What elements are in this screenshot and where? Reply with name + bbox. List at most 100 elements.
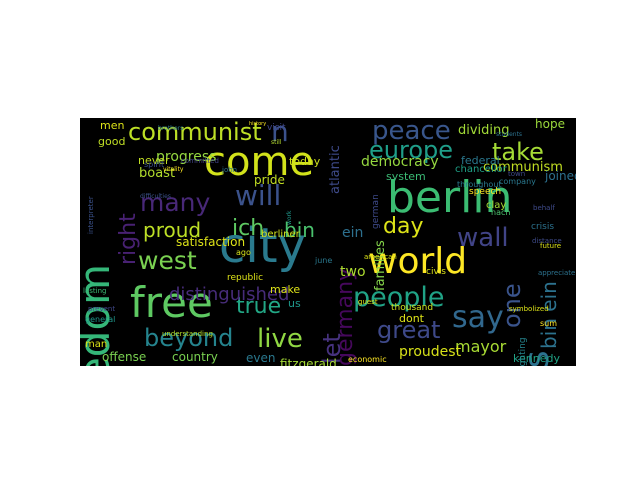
word-bin: bin (284, 218, 315, 242)
word-federal: federal (461, 154, 500, 167)
word-progress: progress (156, 149, 217, 165)
word-never: never (138, 154, 170, 167)
word-company: company (499, 177, 536, 186)
word-communist: communist (128, 118, 262, 146)
word-prevent: prevent (88, 305, 116, 313)
word-true: true (236, 294, 282, 319)
word-take: take (492, 138, 544, 166)
word-two: two (340, 264, 366, 280)
word-live: live (257, 324, 303, 354)
word-distinguished: distinguished (169, 284, 290, 305)
word-general: general (85, 315, 116, 324)
word-n: n (271, 118, 289, 148)
word-guest: guest (358, 298, 378, 306)
word-behalf: behalf (533, 204, 555, 212)
word-wall: wall (457, 223, 509, 253)
word-free: free (130, 278, 213, 327)
word-democracy: democracy (361, 154, 439, 170)
word-today: today (289, 155, 321, 168)
word-lasting: lasting (83, 287, 107, 295)
word-say: say (452, 300, 504, 335)
word-proud: proud (143, 218, 202, 242)
word-system: system (386, 170, 426, 183)
word-europe: europe (369, 136, 453, 164)
word-us: us (288, 297, 301, 310)
word-german: german (371, 194, 381, 229)
word-proudest: proudest (399, 344, 462, 360)
word-nach: nach (491, 208, 511, 217)
word-clay: clay (486, 200, 507, 211)
word-mayor: mayor (455, 337, 507, 356)
word-germany: germany (333, 267, 358, 366)
word-still: still (271, 139, 282, 146)
word-committed: committed (181, 157, 219, 165)
word-john: john (222, 166, 238, 174)
word-american: american (364, 253, 397, 261)
word-work: work (286, 210, 293, 225)
word-bin-ein: bin ein (537, 281, 561, 349)
word-man: man (85, 339, 108, 350)
word-boast: boast (139, 166, 176, 181)
word-republic: republic (227, 273, 264, 283)
word-civis: civis (426, 267, 446, 277)
word-history: history (249, 121, 267, 127)
word-communism: communism (483, 160, 563, 175)
word-dont: dont (399, 312, 424, 325)
word-offense: offense (102, 350, 147, 364)
word-even: even (246, 351, 276, 365)
word-kennedy: kennedy (513, 352, 560, 365)
word-fitzgerald: fitzgerald (280, 357, 337, 366)
word-many: many (140, 188, 211, 217)
word-distance: distance (532, 237, 562, 245)
word-dividing: dividing (458, 123, 510, 138)
word-fighting: fighting (518, 337, 528, 366)
word-town: town (508, 170, 526, 178)
word-symbolized: symbolized (509, 305, 549, 313)
word-future: future (540, 242, 562, 250)
word-country: country (172, 350, 218, 364)
word-great: great (377, 316, 441, 344)
word-vitality: vitality (163, 166, 184, 173)
word-throughout: throughout (457, 180, 502, 189)
word-west: west (138, 246, 197, 275)
word-ich: ich (232, 216, 265, 241)
word-good: good (98, 135, 126, 148)
word-brothers: brothers (158, 125, 184, 132)
word-june: june (315, 256, 333, 265)
word-thousand: thousand (391, 303, 434, 313)
word-understanding: understanding (162, 330, 213, 338)
word-peace: peace (372, 118, 451, 146)
word-day: day (383, 214, 424, 239)
word-families: families (373, 240, 388, 291)
word-joined: joined (545, 169, 576, 183)
word-sum: sum (540, 319, 558, 328)
word-economic: economic (348, 355, 387, 364)
word-atlantic: atlantic (328, 145, 343, 194)
word-visit: visit (267, 123, 286, 133)
word-come: come (204, 139, 315, 185)
word-spirit: spirit (144, 160, 165, 169)
word-ago: ago (236, 248, 251, 257)
word-cloud-image: berlincityworldfreedomfreecomepeopleyear… (80, 118, 576, 366)
word-appreciate: appreciate (538, 269, 576, 277)
word-will: will (235, 179, 282, 212)
word-city: city (219, 218, 306, 274)
word-men: men (100, 119, 125, 132)
word-beyond: beyond (144, 324, 234, 352)
word-chancellor: chancellor (455, 164, 507, 175)
word-students: students (496, 131, 523, 138)
word-berliner: berliner (261, 229, 300, 240)
word-pride: pride (254, 173, 285, 187)
word-hope: hope (535, 118, 565, 131)
word-world: world (368, 241, 468, 282)
word-crisis: crisis (531, 222, 555, 232)
word-berlin: berlin (387, 172, 513, 223)
word-make: make (270, 283, 301, 296)
word-difficulties: difficulties (140, 193, 171, 200)
word-interpreter: interpreter (87, 196, 95, 234)
word-satisfaction: satisfaction (176, 235, 246, 249)
word-speech: speech (469, 187, 502, 197)
word-ein: ein (342, 225, 364, 241)
word-people: people (353, 282, 445, 313)
word-right: right (116, 213, 141, 265)
